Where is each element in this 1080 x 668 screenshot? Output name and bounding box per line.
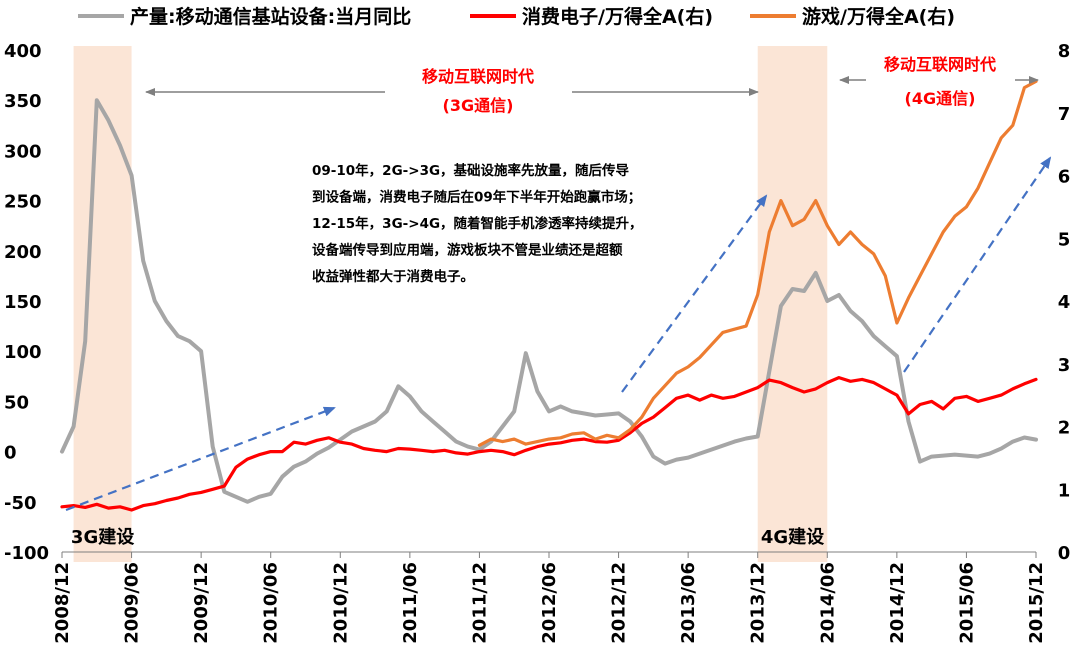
era-4g-sublabel: (4G通信) xyxy=(905,89,976,108)
y-right-tick-6: 6 xyxy=(1058,167,1071,188)
x-tick-10: 2013/12 xyxy=(748,562,769,644)
legend-label-3: 游戏/万得全A(右) xyxy=(802,5,955,28)
x-tick-9: 2013/06 xyxy=(678,562,699,644)
series-line-2 xyxy=(60,376,1038,512)
series-line-1 xyxy=(60,98,1038,504)
note-line-2: 到设备端，消费电子随后在09年下半年开始跑赢市场； xyxy=(312,189,641,206)
x-tick-4: 2010/12 xyxy=(330,562,351,644)
trend-arrow-3 xyxy=(903,156,1052,373)
y-left-tick-2: 0 xyxy=(4,443,17,464)
x-tick-5: 2011/06 xyxy=(400,562,421,644)
y-right-tick-7: 7 xyxy=(1058,104,1071,125)
note-line-1: 09-10年，2G->3G，基础设施率先放量，随后传导 xyxy=(312,162,630,179)
era-3g-label: 移动互联网时代 xyxy=(422,67,534,86)
annotation-labels: 3G建设 4G建设 移动互联网时代 (3G通信) 移动互联网时代 (4G通信) 09-10年… xyxy=(71,55,996,548)
note-line-4: 设备端传导到应用端，游戏板块不管是业绩还是超额 xyxy=(312,242,623,259)
series-line-3 xyxy=(477,79,1038,447)
x-tick-6: 2011/12 xyxy=(469,562,490,644)
x-tick-2: 2009/12 xyxy=(191,562,212,644)
legend: 产量:移动通信基站设备:当月同比 消费电子/万得全A(右) 游戏/万得全A(右) xyxy=(78,5,955,28)
series-lines xyxy=(60,79,1038,512)
shaded-period-label-2: 4G建设 xyxy=(761,526,824,548)
x-tick-14: 2015/12 xyxy=(1026,562,1047,644)
x-tick-11: 2014/06 xyxy=(817,562,838,644)
x-tick-1: 2009/06 xyxy=(122,562,143,644)
y-left-tick-4: 100 xyxy=(4,342,42,363)
note-line-3: 12-15年，3G->4G，随着智能手机渗透率持续提升， xyxy=(312,215,643,232)
y-right-tick-2: 2 xyxy=(1058,418,1071,439)
y-right-tick-5: 5 xyxy=(1058,229,1071,250)
shaded-period-1 xyxy=(73,46,132,562)
era-3g-sublabel: (3G通信) xyxy=(443,96,514,115)
y-right-tick-8: 8 xyxy=(1058,41,1071,62)
shaded-periods xyxy=(73,46,828,562)
x-tick-13: 2015/06 xyxy=(956,562,977,644)
trend-arrow-2 xyxy=(621,194,768,393)
shaded-period-2 xyxy=(757,46,828,562)
y-left-tick-9: 350 xyxy=(4,91,42,112)
y-left-tick-1: -50 xyxy=(4,493,37,514)
y-left-tick-8: 300 xyxy=(4,141,42,162)
x-tick-7: 2012/06 xyxy=(539,562,560,644)
x-tick-8: 2012/12 xyxy=(609,562,630,644)
y-right-tick-1: 1 xyxy=(1058,480,1071,501)
annotation-arrows xyxy=(65,76,1052,512)
y-left-tick-3: 50 xyxy=(4,392,29,413)
x-tick-12: 2014/12 xyxy=(887,562,908,644)
legend-label-1: 产量:移动通信基站设备:当月同比 xyxy=(130,5,411,28)
x-tick-3: 2010/06 xyxy=(261,562,282,644)
y-left-tick-5: 150 xyxy=(4,292,42,313)
y-left-tick-7: 250 xyxy=(4,192,42,213)
shaded-period-label-1: 3G建设 xyxy=(71,526,134,548)
legend-label-2: 消费电子/万得全A(右) xyxy=(522,5,713,28)
note-line-5: 收益弹性都大于消费电子。 xyxy=(312,268,474,285)
y-left-tick-10: 400 xyxy=(4,41,42,62)
y-right-tick-0: 0 xyxy=(1058,543,1071,564)
x-tick-0: 2008/12 xyxy=(52,562,73,644)
trend-arrow-1 xyxy=(65,406,336,512)
y-left-tick-6: 200 xyxy=(4,242,42,263)
era-4g-label: 移动互联网时代 xyxy=(884,55,996,74)
y-right-tick-3: 3 xyxy=(1058,355,1071,376)
y-right-tick-4: 4 xyxy=(1058,292,1071,313)
axes: -100 -50 0 50 100 150 200 250 300 350 400 0 1 2 3 4 5 6 7 8… xyxy=(4,41,1070,644)
y-left-tick-0: -100 xyxy=(4,543,49,564)
